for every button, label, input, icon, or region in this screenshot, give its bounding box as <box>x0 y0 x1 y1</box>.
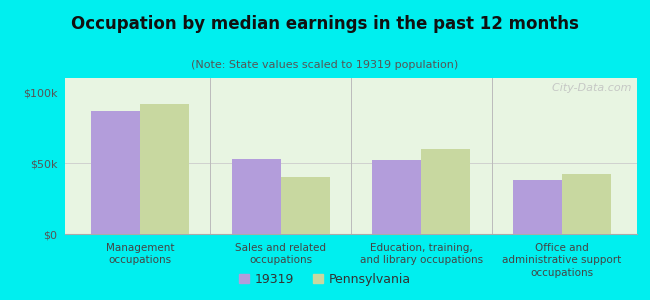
Bar <box>91 111 140 234</box>
Legend: 19319, Pennsylvania: 19319, Pennsylvania <box>233 268 417 291</box>
Text: (Note: State values scaled to 19319 population): (Note: State values scaled to 19319 popu… <box>191 60 459 70</box>
Bar <box>140 103 189 234</box>
Bar <box>281 177 330 234</box>
Bar <box>231 159 281 234</box>
Bar <box>421 149 471 234</box>
Bar <box>372 160 421 234</box>
Bar <box>562 174 611 234</box>
Text: Occupation by median earnings in the past 12 months: Occupation by median earnings in the pas… <box>71 15 579 33</box>
Bar <box>513 180 562 234</box>
Text: City-Data.com: City-Data.com <box>545 83 631 93</box>
